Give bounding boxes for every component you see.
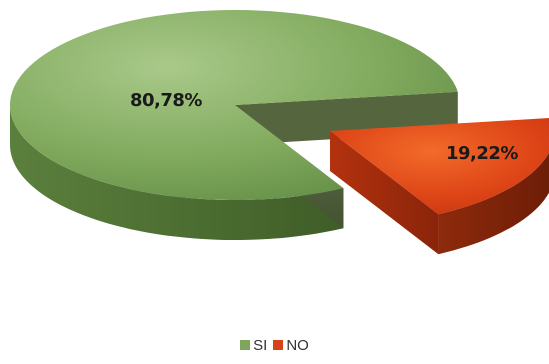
slice-si-side: [10, 105, 344, 241]
data-label-si: 80,78%: [130, 90, 202, 111]
pie-slices: [10, 10, 549, 255]
slice-si: [10, 10, 458, 201]
legend-swatch-si: [240, 340, 251, 350]
legend-label-no: NO: [286, 336, 309, 354]
legend-item-no: NO: [273, 337, 309, 354]
legend-label-si: SI: [253, 336, 268, 354]
data-label-no: 19,22%: [446, 143, 518, 164]
legend-item-si: SI: [240, 337, 267, 354]
legend-swatch-no: [273, 340, 284, 350]
chart-legend: SI NO: [0, 334, 549, 356]
pie-data-labels: 80,78% 19,22%: [130, 90, 519, 164]
slice-no: [330, 118, 549, 215]
slice-no-side: [438, 152, 549, 255]
slice-no-cut-face: [330, 131, 439, 255]
